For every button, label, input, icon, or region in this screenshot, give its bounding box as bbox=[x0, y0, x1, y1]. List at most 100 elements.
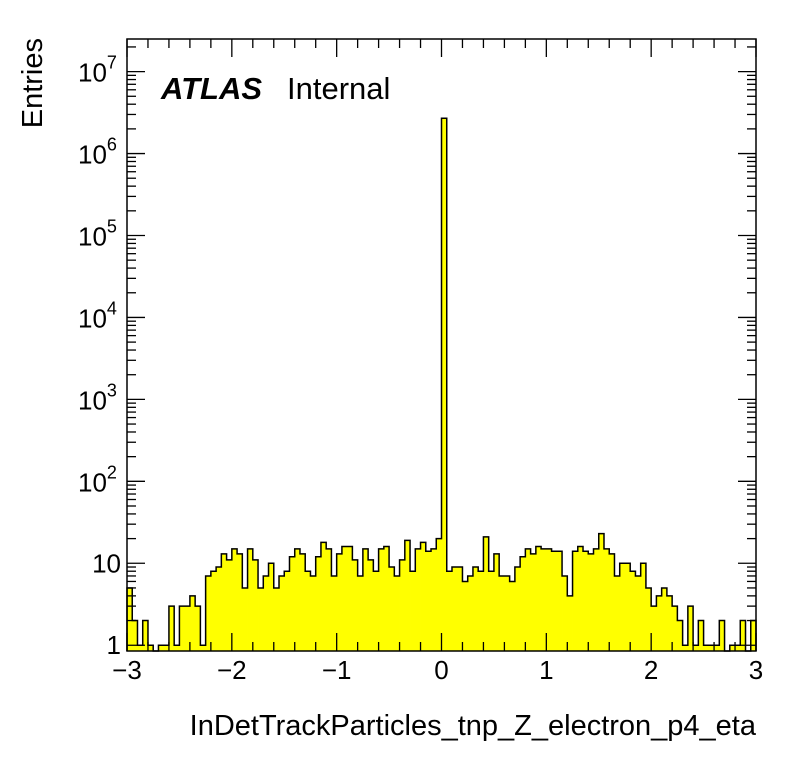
histogram-bin bbox=[347, 546, 353, 651]
histogram-bin bbox=[221, 553, 227, 651]
histogram-bin bbox=[645, 587, 652, 651]
histogram-bin bbox=[216, 567, 222, 651]
histogram-bin bbox=[357, 575, 364, 651]
histogram-bin bbox=[315, 556, 322, 651]
y-tick-labels: 1 10 102 103 104 105 106 107 bbox=[78, 53, 121, 661]
histogram-bin bbox=[583, 551, 589, 651]
histogram-bin bbox=[719, 620, 725, 651]
histogram-bin bbox=[341, 546, 348, 651]
histogram-bin bbox=[394, 575, 400, 651]
histogram-bin bbox=[687, 606, 694, 651]
histogram-bin bbox=[661, 587, 668, 651]
histogram-bin bbox=[488, 571, 495, 651]
histogram-bin bbox=[127, 587, 133, 651]
histogram-bin bbox=[514, 567, 521, 651]
histogram-bin bbox=[226, 559, 233, 651]
histogram-bin bbox=[132, 620, 138, 651]
histogram-bin bbox=[714, 645, 720, 651]
y-tick-label: 102 bbox=[78, 462, 117, 497]
histogram-bin bbox=[231, 548, 238, 651]
histogram-bin bbox=[467, 575, 474, 651]
histogram-bin bbox=[703, 645, 710, 651]
histogram-bin bbox=[446, 571, 453, 651]
histogram-outline bbox=[126, 117, 757, 652]
histogram-bin bbox=[258, 587, 264, 651]
histogram-bin bbox=[551, 551, 558, 651]
histogram-bin bbox=[168, 606, 175, 651]
x-tick-label: −3 bbox=[112, 655, 142, 685]
histogram-bin bbox=[672, 606, 678, 651]
x-tick-label: 0 bbox=[434, 655, 448, 685]
x-tick-labels: −3 −2 −1 0 1 2 3 bbox=[112, 655, 763, 685]
histogram-bin bbox=[457, 567, 463, 651]
histogram-bin bbox=[651, 606, 657, 651]
histogram-bin bbox=[425, 551, 432, 651]
histogram-bin bbox=[378, 548, 385, 651]
histogram-bin bbox=[137, 645, 144, 651]
y-tick-label: 104 bbox=[78, 298, 117, 333]
histogram-bin bbox=[284, 571, 290, 651]
histogram-bin bbox=[677, 620, 684, 651]
histogram-bin bbox=[656, 595, 663, 651]
x-tick-label: −1 bbox=[322, 655, 352, 685]
y-axis-title: Entries bbox=[17, 38, 49, 128]
histogram-bin bbox=[210, 571, 217, 651]
histogram-bin bbox=[693, 645, 699, 651]
histogram-bin bbox=[567, 595, 573, 651]
histogram-bin bbox=[593, 548, 600, 651]
histogram-bin bbox=[420, 542, 427, 651]
histogram-bin bbox=[268, 563, 275, 651]
histogram-bin bbox=[252, 559, 259, 651]
histogram-bin bbox=[305, 571, 311, 651]
histogram-bin bbox=[750, 620, 757, 651]
histogram-bin bbox=[530, 553, 537, 651]
x-tick-label: 1 bbox=[539, 655, 553, 685]
histogram-bin bbox=[478, 571, 484, 651]
histogram-bin bbox=[373, 571, 379, 651]
y-tick-label: 105 bbox=[78, 216, 117, 251]
histogram-bin bbox=[368, 559, 374, 651]
atlas-label: ATLAS bbox=[160, 71, 262, 106]
histogram-bin bbox=[472, 567, 479, 651]
histogram-bin bbox=[499, 575, 505, 651]
histogram-bin bbox=[289, 556, 296, 651]
histogram-bin bbox=[535, 546, 542, 651]
histogram-bin bbox=[326, 548, 332, 651]
histogram-bin bbox=[493, 553, 500, 651]
histogram-bin bbox=[740, 620, 746, 651]
histogram-bin bbox=[389, 567, 395, 651]
histogram-bin bbox=[598, 533, 605, 651]
x-tick-label: −2 bbox=[217, 655, 247, 685]
x-axis-title: InDetTrackParticles_tnp_Z_electron_p4_et… bbox=[190, 710, 757, 742]
histogram-bin bbox=[614, 575, 621, 651]
histogram-bin bbox=[698, 620, 704, 651]
axis-ticks bbox=[126, 39, 757, 651]
histogram-bin bbox=[619, 563, 626, 651]
histogram-bin bbox=[263, 575, 269, 651]
histogram-bin bbox=[195, 606, 201, 651]
histogram-bin bbox=[556, 551, 563, 651]
histogram-bin bbox=[541, 548, 547, 651]
histogram-bin bbox=[415, 548, 421, 651]
histogram-bin bbox=[205, 575, 212, 651]
internal-label: Internal bbox=[287, 71, 390, 106]
y-tick-label: 107 bbox=[78, 53, 117, 88]
y-tick-label: 1 bbox=[107, 630, 121, 660]
histogram-bin bbox=[410, 571, 416, 651]
histogram-bin bbox=[735, 645, 741, 651]
histogram-bin bbox=[247, 548, 254, 651]
x-tick-label: 3 bbox=[749, 655, 763, 685]
plot-frame bbox=[126, 38, 757, 652]
histogram-bin bbox=[352, 559, 359, 651]
histogram-bin bbox=[509, 581, 516, 651]
histogram-bin bbox=[603, 548, 610, 651]
histogram-bin bbox=[451, 567, 458, 651]
histogram-bin bbox=[525, 548, 532, 651]
histogram-bin bbox=[174, 645, 180, 651]
histogram-bin bbox=[294, 548, 301, 651]
histogram-bin bbox=[362, 548, 369, 651]
histogram-bin bbox=[336, 553, 343, 651]
histogram-bin bbox=[237, 553, 243, 651]
histogram-bin bbox=[399, 559, 406, 651]
